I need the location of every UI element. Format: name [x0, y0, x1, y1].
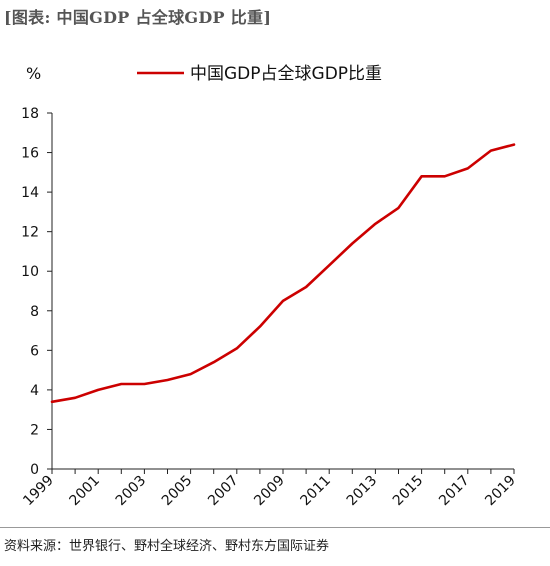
x-tick-label: 2005	[159, 473, 196, 510]
y-tick-label: 6	[30, 343, 39, 359]
x-tick-label: 2001	[67, 473, 104, 510]
y-tick-label: 8	[30, 304, 39, 320]
x-tick-label: 2003	[113, 473, 150, 510]
chart-legend: 中国GDP占全球GDP比重	[137, 64, 382, 84]
source-divider	[0, 527, 550, 528]
y-tick-label: 16	[21, 146, 39, 162]
x-tick-label: 2017	[436, 473, 473, 510]
x-tick-label: 2007	[205, 473, 242, 510]
x-tick-label: 2019	[482, 473, 519, 510]
y-tick-label: 4	[30, 383, 39, 399]
y-tick-label: 2	[30, 422, 39, 438]
x-tick-label: 2011	[298, 473, 335, 510]
source-note: 资料来源：世界银行、野村全球经济、野村东方国际证券	[4, 539, 330, 554]
y-tick-label: 18	[21, 106, 39, 122]
x-tick-label: 2013	[344, 473, 381, 510]
chart-series-layer	[50, 143, 516, 404]
x-tick-label: 2015	[390, 473, 427, 510]
series-line	[50, 143, 516, 404]
legend-label: 中国GDP占全球GDP比重	[190, 64, 382, 84]
y-tick-label: 0	[30, 462, 39, 478]
y-tick-label: 12	[21, 225, 39, 241]
y-tick-label: 14	[21, 185, 39, 201]
y-axis-unit-label: %	[26, 64, 41, 83]
x-tick-label: 2009	[251, 473, 288, 510]
figure-title: [图表: 中国GDP 占全球GDP 比重]	[4, 8, 272, 27]
y-tick-label: 10	[21, 264, 39, 280]
